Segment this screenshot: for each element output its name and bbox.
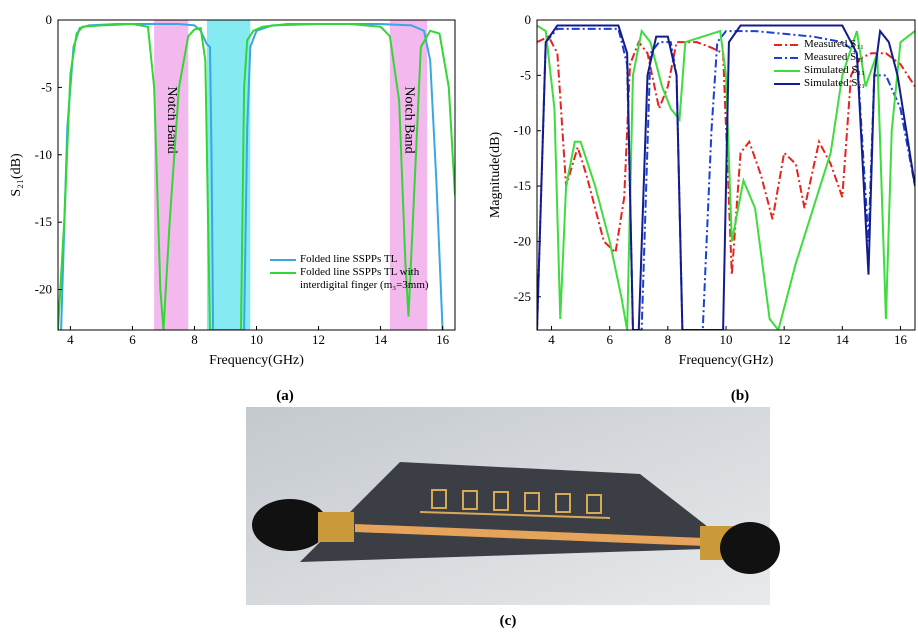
caption: (b) [731,388,749,404]
y-tick-label: 0 [46,12,53,27]
caption: (a) [276,388,294,404]
x-tick-label: 4 [548,332,555,347]
band [389,20,428,330]
legend-swatch [270,272,296,274]
legend-swatch [774,57,800,59]
legend-entry: Simulated S₂₁ [774,77,914,90]
legend-label: Measured S₁₁ [804,38,864,50]
x-tick-label: 4 [67,332,74,347]
legend-entry: Measured S₁₁ [774,38,914,51]
x-tick-label: 10 [720,332,733,347]
x-tick-label: 14 [836,332,850,347]
y-axis-label: Magnitude(dB) [488,132,503,219]
y-tick-label: -25 [514,289,531,304]
y-tick-label: -20 [514,233,531,248]
legend-swatch [774,70,800,72]
x-tick-label: 12 [778,332,791,347]
y-tick-label: 0 [525,12,532,27]
x-tick-label: 10 [250,332,263,347]
x-axis-label: Frequency(GHz) [679,353,774,368]
legend-swatch [774,83,800,85]
legend-swatch [774,44,800,46]
x-tick-label: 6 [129,332,136,347]
x-tick-label: 14 [374,332,388,347]
y-tick-label: -5 [520,67,531,82]
y-tick-label: -15 [514,178,531,193]
y-tick-label: -5 [41,79,52,94]
x-tick-label: 12 [312,332,325,347]
x-tick-label: 6 [606,332,613,347]
legend-entry: Folded line SSPPs TL with interdigital f… [270,266,452,292]
legend-label: Simulated S₂₁ [804,77,866,89]
legend-label: Simulated S₁₁ [804,64,866,76]
y-tick-label: -15 [35,214,52,229]
legend-label: Folded line SSPPs TL [300,253,398,265]
x-tick-label: 16 [436,332,450,347]
x-tick-label: 8 [191,332,198,347]
caption: (c) [500,613,517,629]
legend: Measured S₁₁ Measured S₂₁ Simulated S₁₁ Sim… [774,38,914,90]
legend-entry: Measured S₂₁ [774,51,914,64]
y-axis-label: S₂₁(dB) [9,153,24,197]
y-tick-label: -10 [514,123,531,138]
legend: Folded line SSPPs TL Folded line SSPPs TL… [270,253,452,292]
series-line [537,24,915,330]
legend-entry: Simulated S₁₁ [774,64,914,77]
series-line [58,23,455,330]
legend-entry: Folded line SSPPs TL [270,253,452,266]
series-line [537,24,915,330]
legend-label: Folded line SSPPs TL with interdigital f… [300,266,429,291]
legend-swatch [270,259,296,261]
legend-label: Measured S₂₁ [804,51,864,63]
photo [246,407,780,605]
x-tick-label: 16 [894,332,908,347]
band-label: Notch Band [401,86,416,153]
x-tick-label: 8 [665,332,672,347]
y-tick-label: -20 [35,282,52,297]
y-tick-label: -10 [35,147,52,162]
x-axis-label: Frequency(GHz) [209,353,304,368]
